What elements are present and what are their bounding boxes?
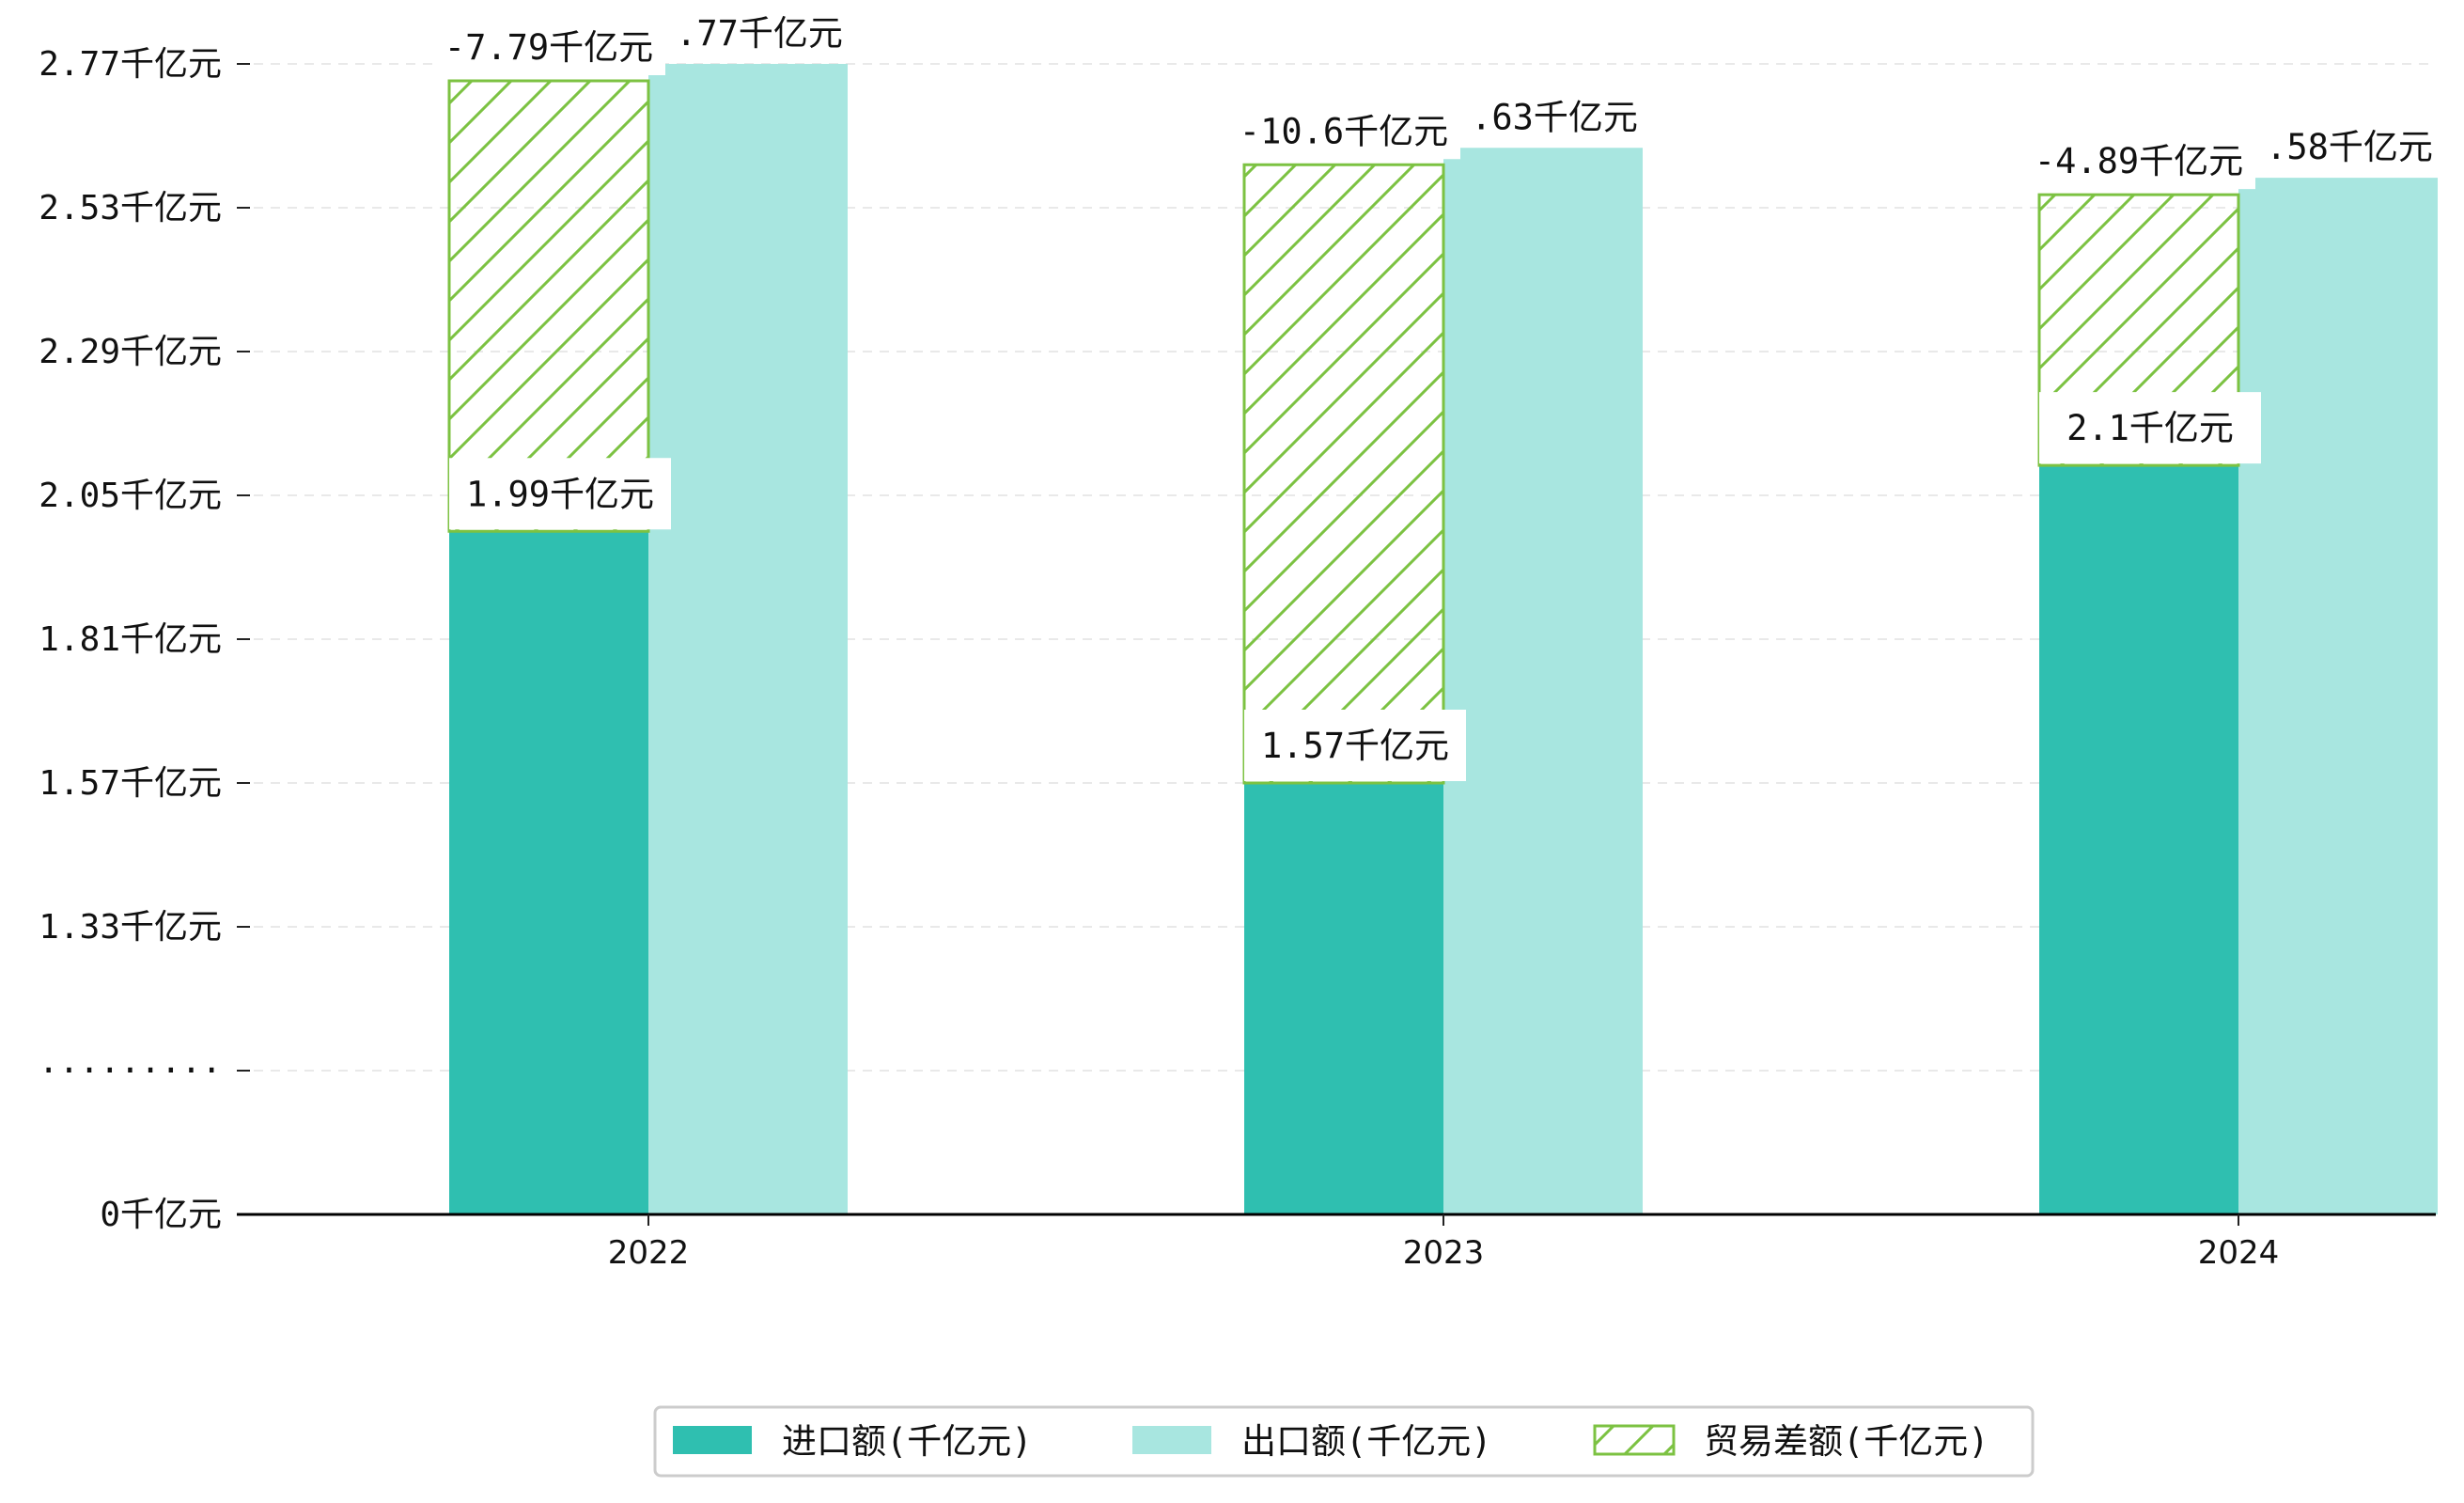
data-label-background <box>2039 392 2261 464</box>
data-label-background <box>665 6 853 60</box>
bar-import <box>449 531 648 1214</box>
data-label-background <box>449 458 671 530</box>
data-label-text: 1.99千亿元 <box>466 474 654 514</box>
y-tick-label: 0千亿元 <box>100 1196 222 1234</box>
data-label-text: -7.79千亿元 <box>444 27 653 68</box>
y-tick-label: 1.57千亿元 <box>39 764 222 803</box>
y-tick-label: 1.81千亿元 <box>39 620 222 659</box>
data-label: 2.1千亿元 <box>2039 392 2261 464</box>
data-label: 1.57千亿元 <box>1244 710 1466 781</box>
data-label-background <box>432 19 665 75</box>
y-tick-label: 2.77千亿元 <box>39 45 222 84</box>
data-label: -7.79千亿元 <box>432 19 665 75</box>
data-label-text: 1.57千亿元 <box>1261 726 1449 766</box>
data-label: 1.99千亿元 <box>449 458 671 530</box>
x-tick-label: 2024 <box>2198 1234 2280 1272</box>
legend-item-trade-balance: 贸易差额(千亿元) <box>1593 1421 1989 1462</box>
data-label-text: .58千亿元 <box>2266 127 2433 167</box>
data-label-text: .77千亿元 <box>676 13 843 54</box>
bar-export <box>1443 148 1643 1214</box>
legend-swatch <box>1132 1426 1211 1454</box>
bar-trade-balance <box>1242 163 1445 785</box>
data-label-background <box>2022 133 2255 190</box>
x-tick-label: 2023 <box>1403 1234 1485 1272</box>
data-label-background <box>1460 89 1648 145</box>
bar-export <box>2238 178 2438 1214</box>
data-label-text: .63千亿元 <box>1471 97 1638 137</box>
data-label-background <box>1244 710 1466 781</box>
data-label: -10.6千亿元 <box>1227 102 1460 160</box>
y-tick-label: 2.53千亿元 <box>39 189 222 227</box>
y-tick-label: 1.33千亿元 <box>39 908 222 947</box>
bar-export <box>648 64 848 1214</box>
bar-import <box>2039 465 2238 1214</box>
legend-label: 出口额(千亿元) <box>1241 1421 1492 1462</box>
legend-box <box>653 1405 2035 1478</box>
legend-label: 进口额(千亿元) <box>782 1421 1033 1462</box>
data-label-text: -10.6千亿元 <box>1240 111 1448 151</box>
data-label: -4.89千亿元 <box>2022 133 2255 190</box>
y-tick-label: 2.29千亿元 <box>39 333 222 371</box>
legend-swatch <box>673 1426 752 1454</box>
legend-item-import: 进口额(千亿元) <box>673 1421 1033 1462</box>
y-tick-label: 2.05千亿元 <box>39 477 222 515</box>
data-label-text: 2.1千亿元 <box>2066 408 2234 448</box>
legend-swatch <box>1593 1424 1676 1456</box>
legend-item-export: 出口额(千亿元) <box>1132 1421 1492 1462</box>
x-tick-label: 2022 <box>608 1234 690 1272</box>
legend-label: 贸易差额(千亿元) <box>1704 1421 1989 1462</box>
data-label-background <box>2255 119 2443 175</box>
bar-trade-balance <box>447 79 650 533</box>
bar-import <box>1244 783 1443 1214</box>
data-label-background <box>1227 102 1460 160</box>
y-tick-label: ········· <box>39 1052 222 1090</box>
data-label: .77千亿元 <box>665 6 853 60</box>
data-label-text: -4.89千亿元 <box>2035 141 2243 181</box>
data-label: .63千亿元 <box>1460 89 1648 145</box>
data-label: .58千亿元 <box>2255 119 2443 175</box>
